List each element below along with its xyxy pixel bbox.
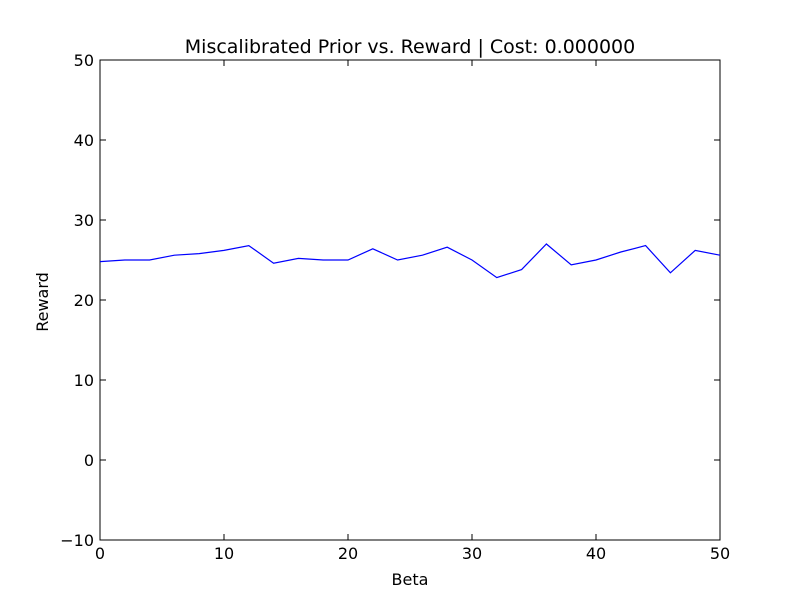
y-tick-label: 50	[74, 51, 94, 70]
x-axis-ticks: 0 10 20 30 40 50	[95, 60, 730, 563]
y-tick-label: −10	[60, 531, 94, 550]
series-line	[99, 243, 721, 279]
y-tick-label: 20	[74, 291, 94, 310]
x-tick-label: 0	[95, 544, 105, 563]
x-tick-label: 20	[338, 544, 358, 563]
y-tick-label: 10	[74, 371, 94, 390]
x-tick-label: 10	[214, 544, 234, 563]
y-tick-label: 30	[74, 211, 94, 230]
y-axis-ticks: −10 0 10 20 30 40 50	[60, 51, 720, 550]
chart-title: Miscalibrated Prior vs. Reward | Cost: 0…	[185, 36, 635, 58]
x-axis-label: Beta	[392, 570, 429, 589]
x-tick-label: 30	[462, 544, 482, 563]
y-tick-label: 40	[74, 131, 94, 150]
y-tick-label: 0	[84, 451, 94, 470]
x-tick-label: 50	[710, 544, 730, 563]
x-tick-label: 40	[586, 544, 606, 563]
y-axis-label: Reward	[33, 272, 52, 332]
series-layer	[99, 243, 721, 279]
